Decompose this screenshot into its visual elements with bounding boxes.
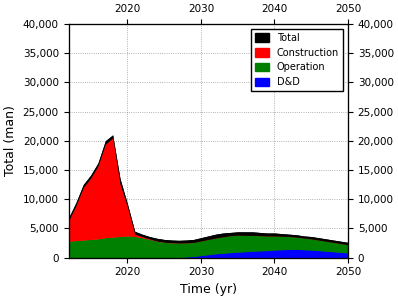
X-axis label: Time (yr): Time (yr) bbox=[180, 283, 237, 296]
Legend: Total, Construction, Operation, D&D: Total, Construction, Operation, D&D bbox=[251, 29, 343, 91]
Y-axis label: Total (man): Total (man) bbox=[4, 105, 17, 176]
